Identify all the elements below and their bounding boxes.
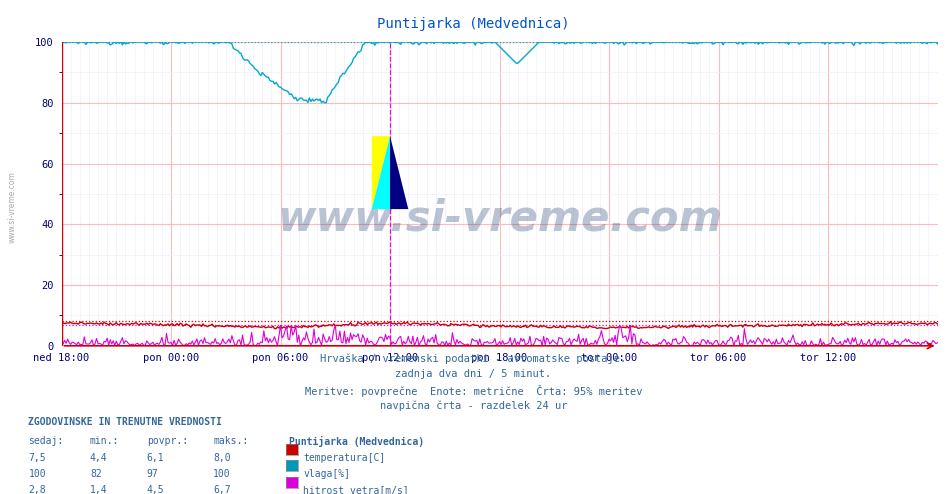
Text: vlaga[%]: vlaga[%] <box>303 469 350 479</box>
Polygon shape <box>372 136 390 209</box>
Text: 6,1: 6,1 <box>147 453 165 462</box>
Text: www.si-vreme.com: www.si-vreme.com <box>8 171 17 244</box>
Text: Puntijarka (Medvednica): Puntijarka (Medvednica) <box>377 17 570 31</box>
Text: temperatura[C]: temperatura[C] <box>303 453 385 462</box>
Polygon shape <box>372 136 390 209</box>
Text: 4,5: 4,5 <box>147 485 165 494</box>
Text: www.si-vreme.com: www.si-vreme.com <box>277 197 722 239</box>
Text: 8,0: 8,0 <box>213 453 231 462</box>
Text: Meritve: povprečne  Enote: metrične  Črta: 95% meritev: Meritve: povprečne Enote: metrične Črta:… <box>305 385 642 397</box>
Text: zadnja dva dni / 5 minut.: zadnja dva dni / 5 minut. <box>396 369 551 379</box>
Text: 2,8: 2,8 <box>28 485 46 494</box>
Polygon shape <box>390 136 408 209</box>
Text: 1,4: 1,4 <box>90 485 108 494</box>
Text: 100: 100 <box>28 469 46 479</box>
Text: 7,5: 7,5 <box>28 453 46 462</box>
Text: Puntijarka (Medvednica): Puntijarka (Medvednica) <box>289 436 424 447</box>
Text: povpr.:: povpr.: <box>147 436 188 446</box>
Text: 97: 97 <box>147 469 158 479</box>
Text: 82: 82 <box>90 469 101 479</box>
Text: Hrvaška / vremenski podatki - avtomatske postaje.: Hrvaška / vremenski podatki - avtomatske… <box>320 353 627 364</box>
Text: 6,7: 6,7 <box>213 485 231 494</box>
Text: hitrost vetra[m/s]: hitrost vetra[m/s] <box>303 485 409 494</box>
Text: 4,4: 4,4 <box>90 453 108 462</box>
Text: maks.:: maks.: <box>213 436 248 446</box>
Text: 100: 100 <box>213 469 231 479</box>
Text: ZGODOVINSKE IN TRENUTNE VREDNOSTI: ZGODOVINSKE IN TRENUTNE VREDNOSTI <box>28 417 223 427</box>
Text: min.:: min.: <box>90 436 119 446</box>
Text: navpična črta - razdelek 24 ur: navpična črta - razdelek 24 ur <box>380 401 567 411</box>
Text: sedaj:: sedaj: <box>28 436 63 446</box>
